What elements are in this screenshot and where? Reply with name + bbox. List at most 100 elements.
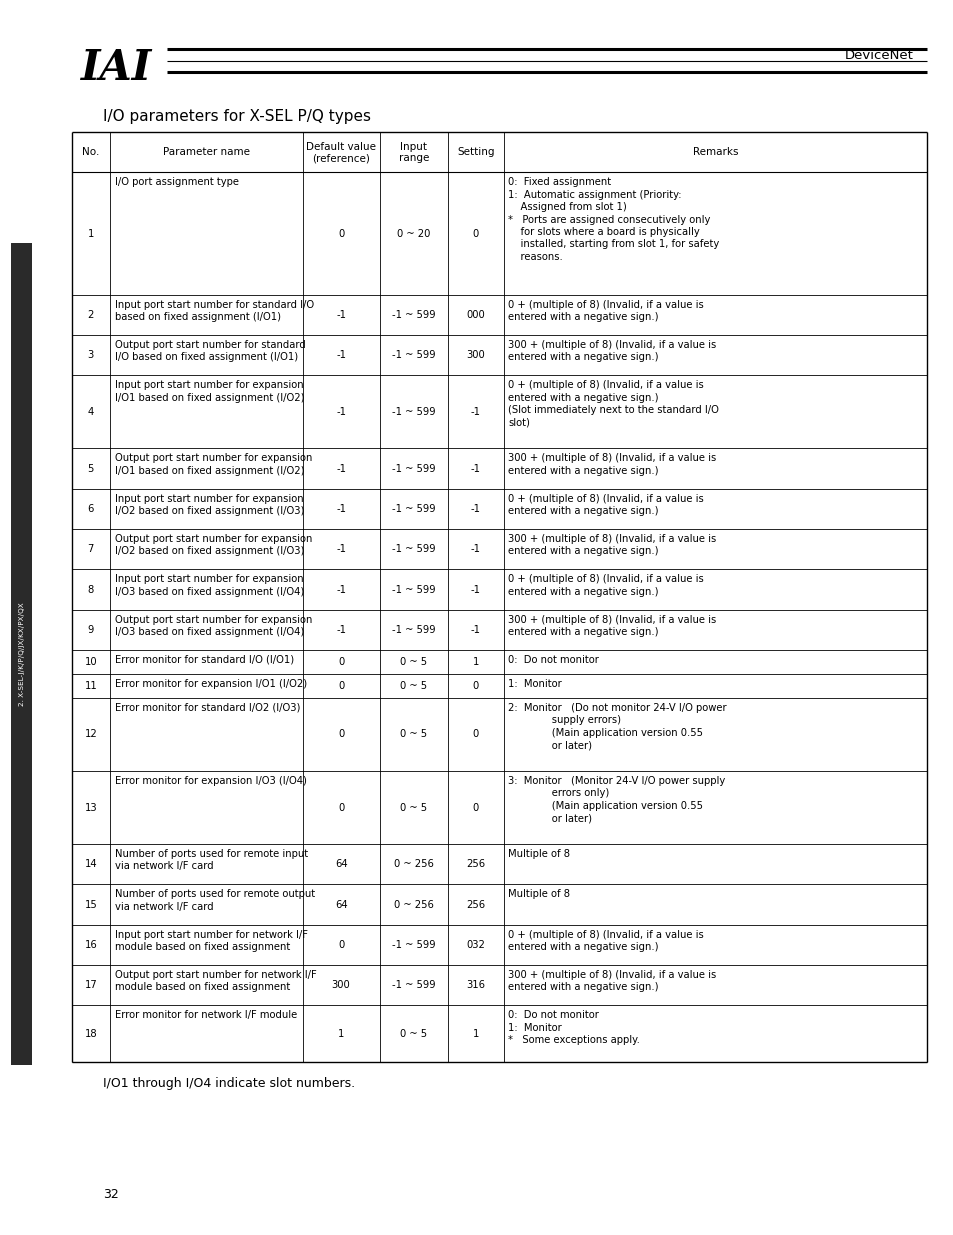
Text: 12: 12 (85, 730, 97, 740)
Text: 0 ~ 256: 0 ~ 256 (394, 899, 434, 910)
Text: Error monitor for standard I/O (I/O1): Error monitor for standard I/O (I/O1) (114, 655, 294, 664)
Text: 256: 256 (466, 860, 485, 869)
Text: -1: -1 (471, 625, 480, 635)
Text: 64: 64 (335, 860, 347, 869)
Text: 0 + (multiple of 8) (Invalid, if a value is
entered with a negative sign.): 0 + (multiple of 8) (Invalid, if a value… (508, 930, 703, 952)
Text: 0: 0 (473, 730, 478, 740)
Text: -1: -1 (335, 504, 346, 514)
Text: Error monitor for standard I/O2 (I/O3): Error monitor for standard I/O2 (I/O3) (114, 703, 300, 713)
Text: 15: 15 (85, 899, 97, 910)
Text: Multiple of 8: Multiple of 8 (508, 848, 570, 860)
Text: 8: 8 (88, 584, 93, 594)
Text: -1 ~ 599: -1 ~ 599 (392, 545, 436, 555)
Text: I/O parameters for X-SEL P/Q types: I/O parameters for X-SEL P/Q types (103, 109, 371, 124)
Text: Error monitor for expansion I/O1 (I/O2): Error monitor for expansion I/O1 (I/O2) (114, 679, 307, 689)
Text: -1: -1 (335, 545, 346, 555)
Text: 256: 256 (466, 899, 485, 910)
Text: Output port start number for expansion
I/O3 based on fixed assignment (I/O4): Output port start number for expansion I… (114, 615, 312, 637)
Text: 14: 14 (85, 860, 97, 869)
Text: 0 + (multiple of 8) (Invalid, if a value is
entered with a negative sign.): 0 + (multiple of 8) (Invalid, if a value… (508, 574, 703, 597)
Text: Input port start number for expansion
I/O2 based on fixed assignment (I/O3): Input port start number for expansion I/… (114, 494, 304, 516)
Text: Setting: Setting (456, 147, 494, 157)
Text: 300 + (multiple of 8) (Invalid, if a value is
entered with a negative sign.): 300 + (multiple of 8) (Invalid, if a val… (508, 340, 716, 362)
Text: 0: 0 (473, 228, 478, 238)
Text: 0: 0 (337, 730, 344, 740)
Text: -1 ~ 599: -1 ~ 599 (392, 351, 436, 361)
Text: 2: 2 (88, 310, 94, 320)
Text: 0:  Do not monitor: 0: Do not monitor (508, 655, 598, 664)
Text: 64: 64 (335, 899, 347, 910)
Text: 18: 18 (85, 1029, 97, 1039)
Text: 300 + (multiple of 8) (Invalid, if a value is
entered with a negative sign.): 300 + (multiple of 8) (Invalid, if a val… (508, 969, 716, 993)
Text: 2. X-SEL-J/K/P/Q/JX/KX/PX/QX: 2. X-SEL-J/K/P/Q/JX/KX/PX/QX (19, 601, 25, 706)
Text: 0:  Do not monitor
1:  Monitor
*   Some exceptions apply.: 0: Do not monitor 1: Monitor * Some exce… (508, 1010, 639, 1045)
Text: 0: 0 (473, 803, 478, 813)
Text: Output port start number for expansion
I/O1 based on fixed assignment (I/O2): Output port start number for expansion I… (114, 453, 312, 475)
Text: Multiple of 8: Multiple of 8 (508, 889, 570, 899)
Text: Input
range: Input range (398, 142, 429, 163)
Text: 0: 0 (337, 680, 344, 690)
Text: -1 ~ 599: -1 ~ 599 (392, 406, 436, 417)
Text: 3:  Monitor   (Monitor 24-V I/O power supply
              errors only)
        : 3: Monitor (Monitor 24-V I/O power suppl… (508, 776, 725, 824)
Text: 2:  Monitor   (Do not monitor 24-V I/O power
              supply errors)
      : 2: Monitor (Do not monitor 24-V I/O powe… (508, 703, 726, 750)
Text: 0 ~ 5: 0 ~ 5 (400, 680, 427, 690)
Text: 11: 11 (85, 680, 97, 690)
Text: 10: 10 (85, 657, 97, 667)
Text: 1: 1 (472, 1029, 478, 1039)
Text: 16: 16 (85, 940, 97, 950)
Text: Output port start number for standard
I/O based on fixed assignment (I/O1): Output port start number for standard I/… (114, 340, 305, 362)
Text: Error monitor for network I/F module: Error monitor for network I/F module (114, 1010, 296, 1020)
Text: 0 + (multiple of 8) (Invalid, if a value is
entered with a negative sign.): 0 + (multiple of 8) (Invalid, if a value… (508, 300, 703, 322)
Text: 13: 13 (85, 803, 97, 813)
Text: -1: -1 (335, 584, 346, 594)
Text: 0 ~ 256: 0 ~ 256 (394, 860, 434, 869)
Text: 9: 9 (88, 625, 94, 635)
Text: -1 ~ 599: -1 ~ 599 (392, 625, 436, 635)
Text: -1 ~ 599: -1 ~ 599 (392, 463, 436, 473)
Text: -1: -1 (335, 463, 346, 473)
Text: IAI: IAI (81, 47, 152, 89)
Text: 1: 1 (337, 1029, 344, 1039)
Text: Input port start number for standard I/O
based on fixed assignment (I/O1): Input port start number for standard I/O… (114, 300, 314, 322)
Text: -1: -1 (335, 406, 346, 417)
Text: 32: 32 (103, 1188, 119, 1200)
Text: 316: 316 (466, 981, 485, 990)
Text: Default value
(reference): Default value (reference) (306, 142, 375, 163)
Text: 0:  Fixed assignment
1:  Automatic assignment (Priority:
    Assigned from slot : 0: Fixed assignment 1: Automatic assignm… (508, 178, 719, 262)
Text: -1: -1 (335, 625, 346, 635)
Text: 0: 0 (337, 940, 344, 950)
Text: Output port start number for expansion
I/O2 based on fixed assignment (I/O3): Output port start number for expansion I… (114, 534, 312, 557)
Text: Number of ports used for remote output
via network I/F card: Number of ports used for remote output v… (114, 889, 314, 911)
Text: 4: 4 (88, 406, 93, 417)
Text: Remarks: Remarks (692, 147, 738, 157)
Text: 0: 0 (337, 657, 344, 667)
Text: I/O1 through I/O4 indicate slot numbers.: I/O1 through I/O4 indicate slot numbers. (103, 1077, 355, 1091)
Text: 300: 300 (332, 981, 350, 990)
Text: Input port start number for expansion
I/O3 based on fixed assignment (I/O4): Input port start number for expansion I/… (114, 574, 304, 597)
Text: 000: 000 (466, 310, 485, 320)
Text: 6: 6 (88, 504, 94, 514)
Text: Number of ports used for remote input
via network I/F card: Number of ports used for remote input vi… (114, 848, 308, 872)
Text: 300 + (multiple of 8) (Invalid, if a value is
entered with a negative sign.): 300 + (multiple of 8) (Invalid, if a val… (508, 615, 716, 637)
Text: -1 ~ 599: -1 ~ 599 (392, 940, 436, 950)
Text: 5: 5 (88, 463, 94, 473)
Text: 0 ~ 5: 0 ~ 5 (400, 730, 427, 740)
Text: 032: 032 (466, 940, 485, 950)
Text: 0 ~ 20: 0 ~ 20 (396, 228, 430, 238)
Text: Output port start number for network I/F
module based on fixed assignment: Output port start number for network I/F… (114, 969, 316, 993)
Text: 0: 0 (337, 803, 344, 813)
Text: Input port start number for network I/F
module based on fixed assignment: Input port start number for network I/F … (114, 930, 308, 952)
Text: -1: -1 (471, 584, 480, 594)
Text: 0 ~ 5: 0 ~ 5 (400, 657, 427, 667)
Text: I/O port assignment type: I/O port assignment type (114, 178, 238, 188)
Text: Error monitor for expansion I/O3 (I/O4): Error monitor for expansion I/O3 (I/O4) (114, 776, 306, 785)
Text: 0 ~ 5: 0 ~ 5 (400, 803, 427, 813)
Text: -1 ~ 599: -1 ~ 599 (392, 981, 436, 990)
Text: 3: 3 (88, 351, 93, 361)
Text: -1: -1 (471, 406, 480, 417)
Text: -1: -1 (471, 504, 480, 514)
Text: 1: 1 (88, 228, 94, 238)
Text: 1: 1 (472, 657, 478, 667)
Text: -1: -1 (335, 310, 346, 320)
Text: -1 ~ 599: -1 ~ 599 (392, 310, 436, 320)
